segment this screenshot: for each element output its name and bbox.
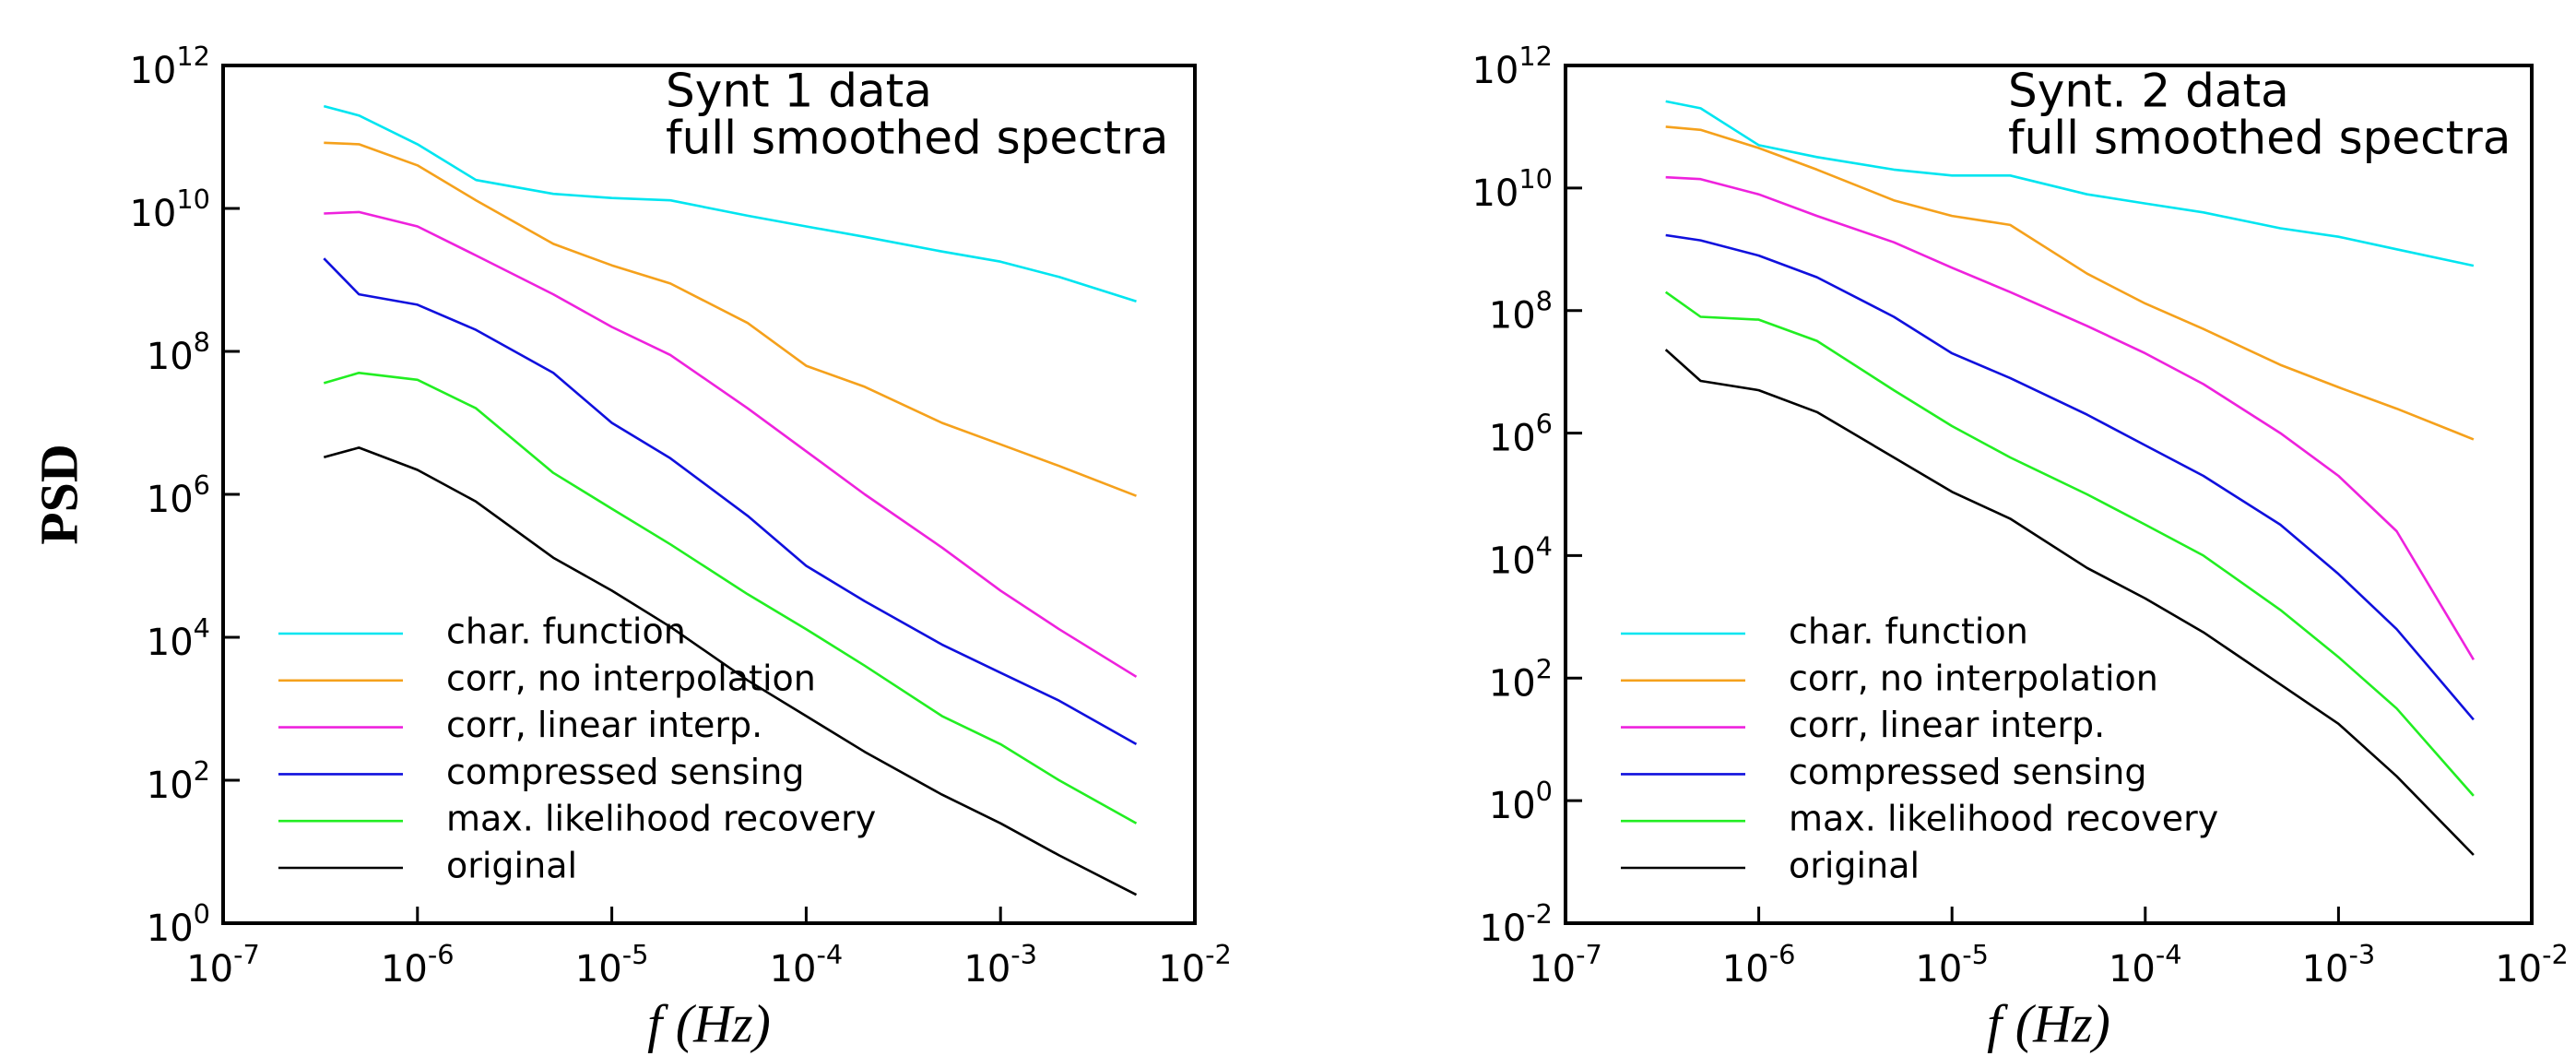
chart-title: Synt. 2 data [2008,65,2289,118]
series-line [324,141,1137,497]
legend-label: corr, linear interp. [446,705,762,745]
series-line [1665,175,2476,660]
plot-frame [221,64,1197,925]
series-line [1664,349,2475,856]
legend-label: max. likelihood recovery [1789,799,2218,839]
y-tick-label: 102 [1489,653,1553,705]
y-tick-label: 102 [147,755,210,807]
y-tick-label: 106 [147,469,210,521]
chart: 10-7 10-6 10-5 10-4 10-3 10-2 10-2 100 102 104 106… [1471,41,2568,1053]
x-tick-label: 10-5 [575,939,649,991]
plot-frame [1564,64,2534,925]
series-line [1664,291,2475,797]
legend-label: char. function [446,611,686,652]
x-tick-label: 10-3 [963,939,1037,991]
legend-label: corr, linear interp. [1789,705,2105,745]
legend-label: compressed sensing [446,752,804,792]
series-line [323,257,1138,746]
chart-subtitle: full smoothed spectra [666,112,1168,165]
y-tick-label: 106 [1489,409,1553,460]
y-tick-label: 108 [1489,286,1553,338]
y-tick-label: 1012 [129,41,210,92]
x-axis-label: f (Hz) [647,993,771,1053]
y-tick-label: 100 [147,898,210,950]
series-line [1665,100,2475,267]
y-tick-label: 1012 [1471,41,1553,92]
x-axis-label: f (Hz) [1987,993,2110,1053]
legend-label: compressed sensing [1789,752,2146,792]
y-tick-label: 10-2 [1479,898,1553,950]
series-line [324,210,1138,678]
x-tick-label: 10-5 [1915,939,1989,991]
y-tick-label: 104 [147,612,210,664]
y-tick-label: 1010 [129,184,210,235]
y-tick-label: 1010 [1471,163,1553,215]
series-line [1665,125,2475,441]
chart-title: Synt 1 data [666,65,932,118]
legend-label: char. function [1789,611,2028,652]
legend-label: original [446,846,577,886]
y-tick-label: 108 [147,326,210,378]
series-line [323,104,1137,303]
legend-label: original [1789,846,1920,886]
y-axis-label: PSD [29,444,89,545]
series-line [323,372,1138,825]
legend-label: corr, no interpolation [446,658,816,698]
chart-subtitle: full smoothed spectra [2008,112,2511,165]
chart: 10-7 10-6 10-5 10-4 10-3 10-2 100 102 104 106 108 1… [29,41,1232,1053]
x-tick-label: 10-4 [770,939,844,991]
x-tick-label: 10-2 [1158,939,1232,991]
legend-label: corr, no interpolation [1789,658,2158,698]
x-tick-label: 10-2 [2495,939,2569,991]
x-tick-label: 10-7 [1529,939,1602,991]
x-tick-label: 10-6 [381,939,455,991]
series-line [323,446,1138,896]
x-tick-label: 10-7 [186,939,260,991]
y-tick-label: 100 [1489,776,1553,827]
x-tick-label: 10-4 [2109,939,2182,991]
y-tick-label: 104 [1489,530,1553,582]
series-line [1665,233,2475,721]
x-tick-label: 10-3 [2302,939,2376,991]
legend-label: max. likelihood recovery [446,799,876,839]
x-tick-label: 10-6 [1722,939,1796,991]
